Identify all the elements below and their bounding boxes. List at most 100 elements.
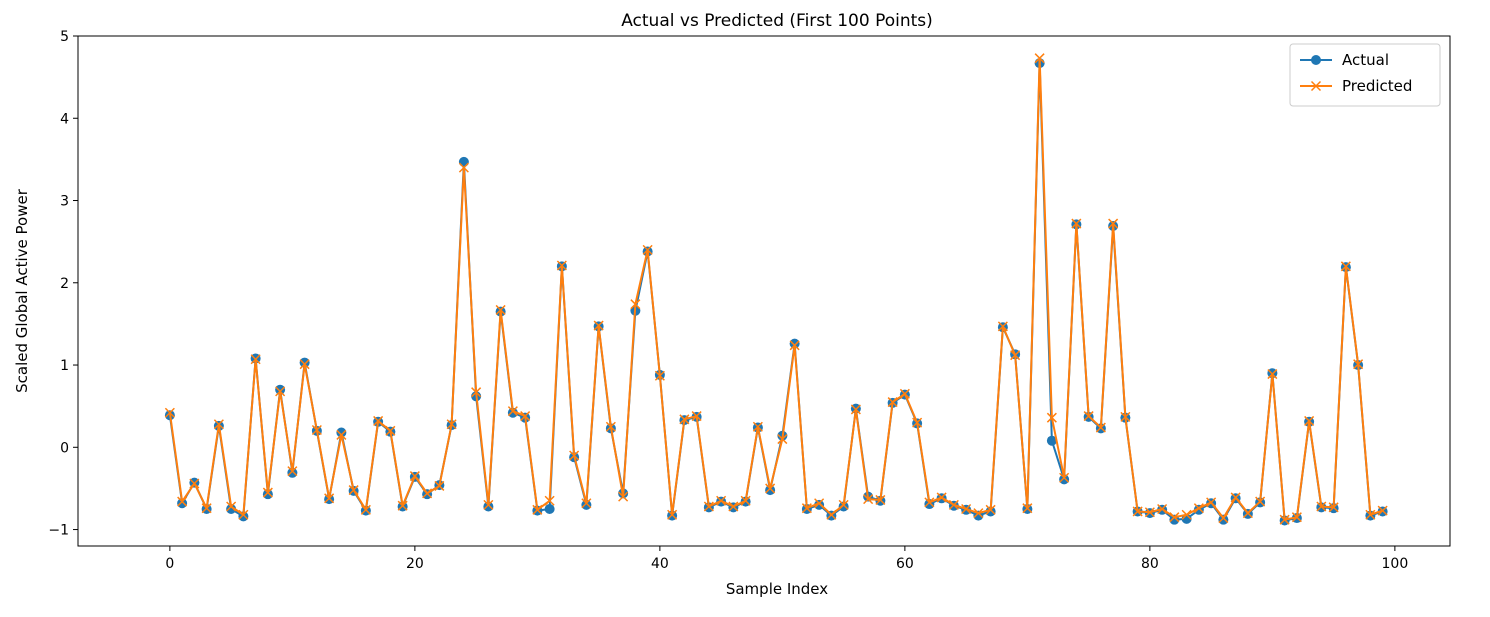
plot-area: [164, 53, 1388, 526]
data-point-predicted: [777, 434, 788, 445]
y-tick-label: 2: [60, 276, 69, 292]
data-point-actual: [226, 503, 237, 514]
data-point-predicted: [838, 499, 849, 510]
y-tick-label: 3: [60, 194, 69, 210]
data-point-predicted: [679, 414, 690, 425]
data-point-predicted: [593, 320, 604, 331]
x-axis-label: Sample Index: [726, 580, 828, 598]
legend-label: Predicted: [1342, 77, 1412, 95]
x-tick-label: 20: [406, 556, 424, 572]
data-point-predicted: [728, 501, 739, 512]
series-actual: [164, 58, 1388, 526]
data-point-actual: [765, 485, 776, 496]
data-point-predicted: [1267, 369, 1278, 380]
data-point-predicted: [642, 244, 653, 255]
data-point-predicted: [177, 496, 188, 507]
data-point-actual: [458, 156, 469, 167]
data-point-predicted: [716, 495, 727, 506]
data-point-predicted: [544, 495, 555, 506]
data-point-predicted: [912, 417, 923, 428]
data-point-actual: [544, 503, 555, 514]
data-point-predicted: [238, 509, 249, 520]
data-point-actual: [507, 407, 518, 418]
data-point-predicted: [630, 299, 641, 310]
data-point-predicted: [1071, 218, 1082, 229]
data-point-predicted: [1304, 415, 1315, 426]
x-tick-label: 60: [896, 556, 914, 572]
x-axis: 0 20 40 60 80 100: [165, 546, 1408, 572]
data-point-predicted: [789, 340, 800, 351]
data-point-predicted: [434, 480, 445, 491]
data-point-predicted: [985, 504, 996, 515]
series-line-actual: [168, 62, 1383, 522]
data-point-predicted: [520, 411, 531, 422]
data-point-predicted: [275, 386, 286, 397]
data-point-predicted: [973, 508, 984, 519]
data-point-predicted: [765, 483, 776, 494]
data-point-actual: [336, 427, 347, 438]
data-point-predicted: [1230, 492, 1241, 503]
data-point-predicted: [1059, 472, 1070, 483]
data-point-actual: [483, 501, 494, 512]
y-axis-label: Scaled Global Active Power: [13, 188, 31, 393]
x-tick-label: 80: [1141, 556, 1159, 572]
data-point-predicted: [164, 407, 175, 418]
data-point-predicted: [1242, 508, 1253, 519]
data-point-actual: [275, 384, 286, 395]
data-point-predicted: [1108, 218, 1119, 229]
data-point-predicted: [887, 397, 898, 408]
data-point-predicted: [1022, 503, 1033, 514]
data-point-predicted: [348, 485, 359, 496]
data-point-predicted: [948, 499, 959, 510]
data-point-predicted: [458, 162, 469, 173]
data-point-predicted: [409, 471, 420, 482]
legend-label: Actual: [1342, 51, 1389, 69]
data-point-predicted: [899, 388, 910, 399]
data-point-predicted: [1353, 359, 1364, 370]
data-point-predicted: [360, 504, 371, 515]
axes-frame: [77, 35, 1451, 547]
y-tick-label: −1: [48, 523, 69, 539]
x-tick-label: 0: [165, 556, 174, 572]
data-point-actual: [287, 467, 298, 478]
y-tick-label: 1: [60, 358, 69, 374]
data-point-actual: [299, 357, 310, 368]
data-point-predicted: [691, 411, 702, 422]
data-point-predicted: [924, 497, 935, 508]
data-point-predicted: [1120, 411, 1131, 422]
y-axis: −1 0 1 2 3 4 5: [48, 29, 78, 539]
data-point-predicted: [1279, 514, 1290, 525]
data-point-predicted: [826, 509, 837, 520]
x-tick-label: 40: [651, 556, 669, 572]
data-point-predicted: [740, 495, 751, 506]
data-point-predicted: [311, 424, 322, 436]
data-point-predicted: [336, 429, 347, 440]
data-point-predicted: [189, 478, 200, 489]
data-point-predicted: [1206, 497, 1217, 508]
data-point-predicted: [483, 499, 494, 510]
data-point-predicted: [1340, 261, 1351, 272]
data-point-predicted: [250, 354, 261, 365]
data-point-predicted: [556, 260, 567, 271]
data-point-predicted: [471, 387, 482, 398]
data-point-predicted: [201, 503, 212, 514]
data-point-predicted: [1132, 506, 1143, 517]
y-tick-label: 4: [60, 111, 69, 127]
data-point-predicted: [801, 503, 812, 514]
data-point-predicted: [1291, 512, 1302, 523]
data-point-predicted: [569, 450, 580, 461]
data-point-predicted: [850, 404, 861, 415]
y-tick-label: 0: [60, 440, 69, 456]
series-line-predicted: [168, 57, 1383, 521]
data-point-actual: [177, 498, 188, 509]
data-point-predicted: [961, 503, 972, 515]
data-point-predicted: [875, 494, 886, 505]
data-point-predicted: [863, 494, 874, 505]
data-point-predicted: [654, 370, 665, 381]
data-point-predicted: [1316, 501, 1327, 512]
data-point-actual: [581, 499, 592, 510]
data-point-predicted: [814, 498, 825, 509]
data-point-predicted: [1144, 507, 1155, 518]
data-point-predicted: [667, 509, 678, 520]
